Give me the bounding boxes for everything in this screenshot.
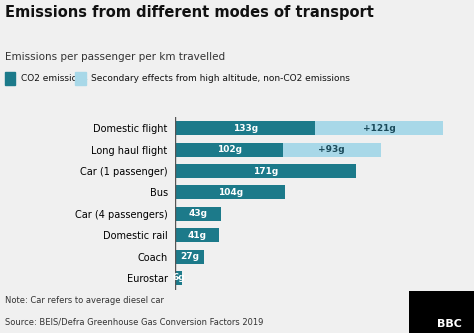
Text: Secondary effects from high altitude, non-CO2 emissions: Secondary effects from high altitude, no… [91,74,350,83]
Bar [175,207,221,221]
Text: 171g: 171g [253,166,278,175]
Text: 104g: 104g [218,188,243,197]
Text: 102g: 102g [217,145,242,154]
Bar [283,143,381,157]
Bar [175,271,182,285]
Bar [175,228,219,242]
Text: Emissions from different modes of transport: Emissions from different modes of transp… [5,5,374,20]
Bar [175,121,316,135]
Text: +93g: +93g [319,145,345,154]
Bar [175,185,285,199]
Text: 133g: 133g [233,124,258,133]
Bar [175,164,356,178]
Text: +121g: +121g [363,124,396,133]
Text: Source: BEIS/Defra Greenhouse Gas Conversion Factors 2019: Source: BEIS/Defra Greenhouse Gas Conver… [5,317,263,326]
Text: 41g: 41g [188,231,207,240]
Bar [175,250,204,263]
Text: 27g: 27g [180,252,199,261]
Text: 6g: 6g [172,273,185,282]
Text: Note: Car refers to average diesel car: Note: Car refers to average diesel car [5,296,164,305]
Text: BBC: BBC [438,319,462,329]
Bar [316,121,443,135]
Text: CO2 emissions: CO2 emissions [21,74,87,83]
Bar [175,143,283,157]
Text: 43g: 43g [189,209,208,218]
Text: Emissions per passenger per km travelled: Emissions per passenger per km travelled [5,52,225,62]
